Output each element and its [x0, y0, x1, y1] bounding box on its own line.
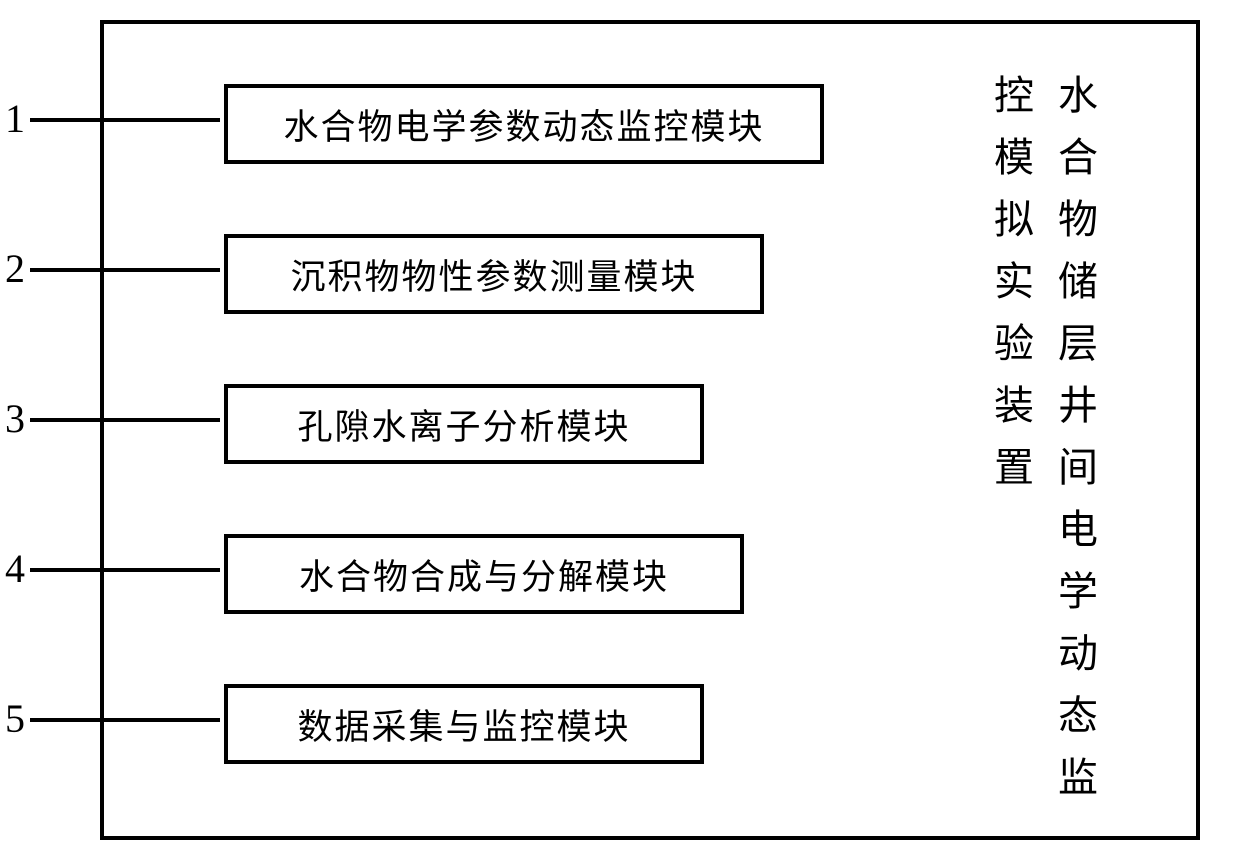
module-number-4: 4	[0, 545, 30, 592]
module-box-4: 水合物合成与分解模块	[224, 534, 744, 614]
module-number-5: 5	[0, 695, 30, 742]
module-number-3: 3	[0, 395, 30, 442]
module-box-3: 孔隙水离子分析模块	[224, 384, 704, 464]
diagram-outer-box: 水合物电学参数动态监控模块 沉积物物性参数测量模块 孔隙水离子分析模块 水合物合…	[100, 20, 1200, 840]
module-box-2: 沉积物物性参数测量模块	[224, 234, 764, 314]
module-box-1: 水合物电学参数动态监控模块	[224, 84, 824, 164]
module-label-4: 水合物合成与分解模块	[299, 549, 669, 600]
module-number-1: 1	[0, 95, 30, 142]
vertical-title: 水合物储层井间电学动态监控模拟实验装置	[978, 74, 1106, 836]
module-label-3: 孔隙水离子分析模块	[297, 399, 630, 450]
modules-area: 水合物电学参数动态监控模块 沉积物物性参数测量模块 孔隙水离子分析模块 水合物合…	[104, 24, 864, 836]
module-number-2: 2	[0, 245, 30, 292]
module-box-5: 数据采集与监控模块	[224, 684, 704, 764]
module-label-2: 沉积物物性参数测量模块	[290, 249, 697, 300]
module-label-1: 水合物电学参数动态监控模块	[283, 99, 764, 150]
module-label-5: 数据采集与监控模块	[297, 699, 630, 750]
